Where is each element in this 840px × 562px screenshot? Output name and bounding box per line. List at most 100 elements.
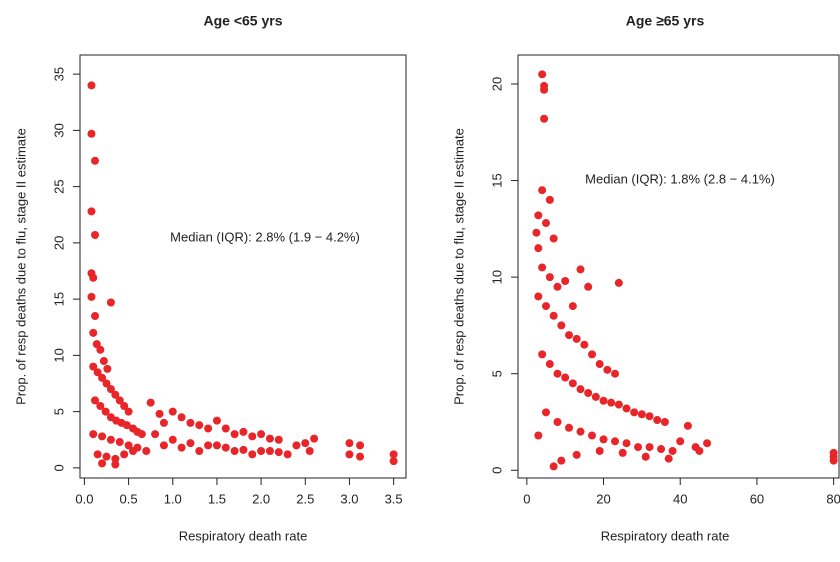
point	[111, 454, 120, 463]
x-tick-label: 0	[523, 491, 530, 506]
point	[168, 435, 177, 444]
point	[122, 421, 131, 430]
y-tick-label: 35	[51, 67, 66, 81]
y-tick-label: 15	[489, 173, 504, 187]
point	[603, 365, 612, 374]
point	[553, 369, 562, 378]
point	[645, 443, 654, 452]
point	[568, 302, 577, 311]
point	[102, 452, 111, 461]
point	[89, 362, 98, 371]
point	[137, 430, 146, 439]
point	[168, 407, 177, 416]
point	[634, 443, 643, 452]
y-tick-label: 10	[489, 270, 504, 284]
point	[660, 417, 669, 426]
point	[87, 81, 96, 90]
x-tick-label: 60	[750, 491, 764, 506]
point	[557, 456, 566, 465]
point	[120, 402, 129, 410]
point	[292, 441, 301, 450]
point	[98, 432, 107, 441]
y-tick-label: 10	[51, 348, 66, 362]
point	[614, 278, 623, 287]
point	[221, 424, 230, 433]
point	[545, 195, 554, 204]
point	[283, 450, 292, 459]
point	[683, 421, 692, 430]
y-tick-label: 25	[51, 179, 66, 193]
point	[89, 328, 98, 337]
point	[540, 85, 549, 94]
point	[212, 416, 221, 425]
x-tick-label: 2.5	[296, 491, 314, 506]
point	[614, 400, 623, 409]
point	[829, 456, 838, 465]
point	[541, 408, 550, 417]
annotation: Median (IQR): 2.8% (1.9 − 4.2%)	[170, 229, 360, 244]
point	[588, 431, 597, 440]
point	[159, 418, 168, 427]
point	[645, 412, 654, 421]
point	[630, 408, 639, 417]
point	[91, 396, 100, 405]
point	[584, 282, 593, 291]
point	[87, 207, 96, 216]
point	[591, 392, 600, 401]
point	[576, 265, 585, 274]
point	[356, 441, 365, 450]
point	[538, 186, 547, 195]
point	[622, 404, 631, 413]
point	[538, 350, 547, 359]
point	[115, 396, 124, 405]
point	[534, 211, 543, 220]
point	[96, 402, 105, 410]
plot-box	[79, 54, 407, 479]
y-tick-label: 0	[489, 467, 504, 474]
x-tick-label: 1.5	[208, 491, 226, 506]
chart-title: Age <65 yrs	[204, 13, 283, 29]
point	[553, 282, 562, 291]
point	[102, 379, 111, 388]
y-tick-label: 30	[51, 123, 66, 137]
point	[257, 430, 266, 439]
point	[265, 447, 274, 455]
point	[576, 385, 585, 394]
point	[572, 450, 581, 459]
point	[305, 447, 314, 455]
point	[611, 369, 620, 378]
point	[177, 443, 186, 452]
point	[641, 452, 650, 461]
point	[265, 434, 274, 443]
point	[212, 441, 221, 450]
point	[565, 423, 574, 432]
point	[389, 450, 398, 459]
point	[239, 427, 248, 436]
point	[204, 424, 213, 433]
x-tick-label: 20	[596, 491, 610, 506]
point	[239, 445, 248, 454]
point	[580, 340, 589, 349]
point	[561, 373, 570, 382]
point	[657, 445, 666, 454]
point	[98, 373, 107, 382]
point	[565, 331, 574, 340]
x-axis-label: Respiratory death rate	[179, 528, 308, 543]
point	[129, 447, 138, 455]
y-axis-label: Prop. of resp deaths due to flu, stage I…	[13, 128, 28, 405]
y-axis-label: Prop. of resp deaths due to flu, stage I…	[451, 128, 466, 405]
point	[106, 385, 115, 394]
point	[545, 360, 554, 369]
point	[177, 413, 186, 422]
point	[89, 273, 98, 282]
point	[87, 292, 96, 301]
point	[545, 273, 554, 282]
point	[618, 448, 627, 457]
point	[588, 350, 597, 359]
point	[101, 407, 110, 416]
point	[96, 345, 105, 354]
point	[142, 447, 151, 455]
y-tick-label: 20	[51, 236, 66, 250]
point	[534, 244, 543, 253]
point	[195, 447, 204, 455]
